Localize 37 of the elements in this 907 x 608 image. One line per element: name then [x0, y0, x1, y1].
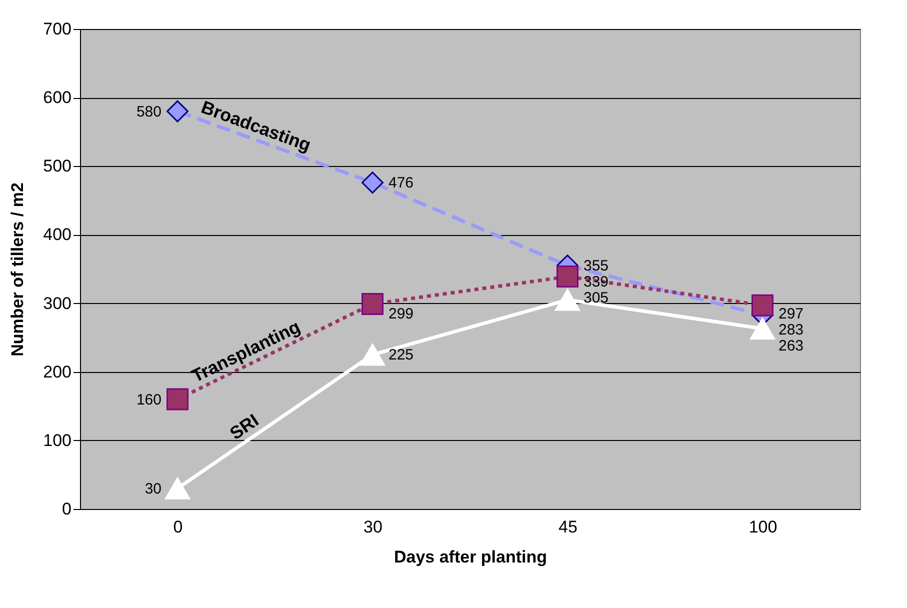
data-label: 160 [136, 391, 162, 408]
point [362, 292, 384, 315]
data-label: 476 [388, 174, 414, 192]
point [360, 344, 386, 366]
text: SRI [226, 410, 262, 444]
y-tick-label: 200 [43, 362, 72, 382]
y-axis-title: Number of tillers / m2 [8, 182, 28, 356]
point [554, 288, 580, 311]
y-tick-label: 500 [43, 156, 72, 176]
point [362, 172, 384, 194]
data-label: 355 [584, 258, 609, 275]
point [166, 100, 188, 122]
x-tick-label: 0 [173, 518, 183, 536]
data-label: 30 [144, 480, 162, 498]
point [556, 266, 578, 288]
x-tick-label: 30 [364, 518, 382, 536]
x-tick-label: 45 [558, 518, 578, 536]
y-tick-label: 600 [43, 88, 72, 108]
data-label: 305 [584, 290, 609, 307]
data-label: 299 [388, 305, 414, 322]
data-label: 225 [388, 346, 414, 364]
point [166, 388, 188, 410]
point [752, 294, 774, 316]
x-tick-label: 100 [748, 518, 778, 536]
data-label: 580 [136, 103, 162, 120]
data-label: 263 [778, 337, 804, 354]
point [750, 318, 776, 340]
x-axis-title: Days after planting [394, 548, 548, 566]
data-label: 339 [584, 274, 609, 291]
data-label: 283 [778, 321, 804, 338]
point [164, 477, 190, 500]
y-tick-label: 0 [62, 500, 72, 518]
y-tick-label: 100 [43, 430, 72, 450]
data-label: 297 [778, 305, 804, 322]
y-tick-label: 300 [43, 294, 72, 313]
y-tick-label: 400 [43, 225, 72, 244]
y-tick-label: 700 [43, 20, 72, 38]
